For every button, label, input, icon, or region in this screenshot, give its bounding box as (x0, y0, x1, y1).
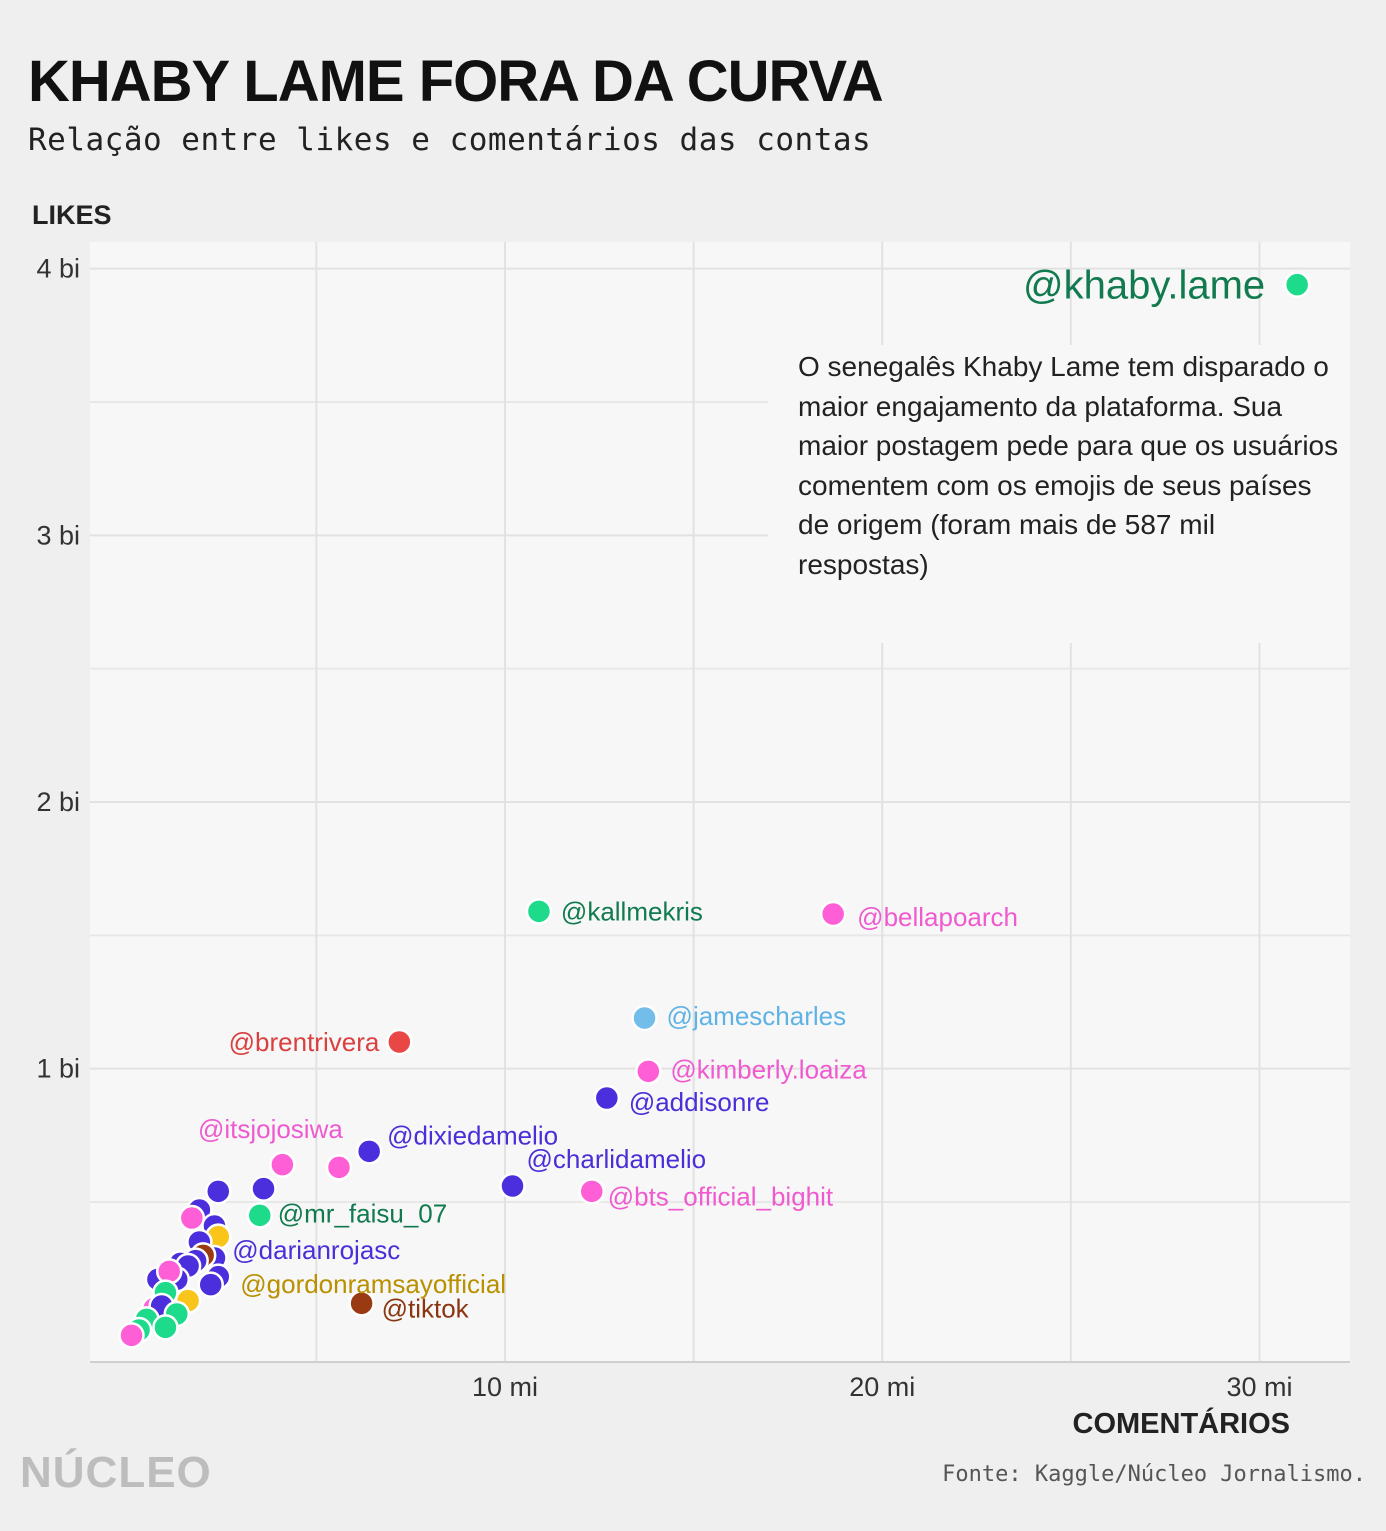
point-label: @addisonre (629, 1087, 770, 1117)
point-label: @brentrivera (229, 1027, 380, 1057)
y-tick-label: 1 bi (36, 1054, 80, 1084)
data-point (386, 1028, 413, 1056)
nucleo-logo: NÚCLEO (20, 1448, 212, 1497)
data-point (205, 1178, 232, 1205)
point-label: @darianrojasc (232, 1235, 400, 1265)
chart-subtitle: Relação entre likes e comentários das co… (28, 122, 872, 158)
point-label: @jamescharles (667, 1001, 847, 1031)
data-point (178, 1204, 206, 1232)
data-point (525, 898, 553, 925)
data-point (118, 1322, 145, 1349)
point-label: @bts_official_bighit (608, 1181, 834, 1211)
y-axis-label: LIKES (32, 200, 112, 230)
data-point (155, 1258, 183, 1285)
data-points (118, 271, 1311, 1349)
x-tick-label: 20 mi (849, 1372, 915, 1402)
data-point (1283, 271, 1311, 298)
point-label: @kallmekris (561, 896, 703, 926)
data-point (578, 1178, 605, 1205)
annotation-text: O senegalês Khaby Lame tem disparado o m… (768, 345, 1350, 643)
point-label: @kimberly.loaiza (670, 1054, 867, 1084)
data-point (325, 1154, 353, 1181)
point-label: @tiktok (382, 1293, 470, 1323)
data-point (269, 1151, 296, 1178)
x-tick-label: 30 mi (1226, 1372, 1292, 1402)
x-tick-label: 10 mi (472, 1372, 538, 1402)
data-point (499, 1172, 526, 1200)
point-label: @charlidamelio (527, 1144, 707, 1174)
data-point (631, 1004, 658, 1032)
axis-ticks: 1 bi 2 bi 3 bi 4 bi 10 mi 20 mi 30 mi (36, 254, 1292, 1402)
point-label: @mr_faisu_07 (278, 1198, 447, 1228)
source-note: Fonte: Kaggle/Núcleo Jornalismo. (942, 1462, 1366, 1487)
y-tick-label: 4 bi (36, 254, 80, 284)
y-tick-label: 3 bi (36, 520, 80, 550)
data-point (246, 1202, 274, 1229)
point-label: @gordonramsayofficial (240, 1269, 506, 1299)
data-point (152, 1314, 179, 1341)
y-tick-label: 2 bi (36, 787, 80, 817)
data-point (250, 1175, 277, 1202)
point-labels: @khaby.lame @kallmekris @bellapoarch @james… (198, 264, 1265, 1324)
data-point (593, 1084, 621, 1112)
data-point (197, 1271, 224, 1298)
point-label: @bellapoarch (857, 902, 1018, 932)
x-axis-label: COMENTÁRIOS (1072, 1408, 1291, 1440)
chart-title: KHABY LAME FORA DA CURVA (28, 49, 884, 114)
data-point (635, 1058, 662, 1085)
data-point (355, 1138, 383, 1165)
point-label: @khaby.lame (1023, 264, 1265, 308)
data-point (348, 1290, 375, 1317)
point-label: @dixiedamelio (387, 1120, 558, 1150)
data-point (819, 900, 847, 928)
point-label: @itsjojosiwa (198, 1114, 343, 1144)
